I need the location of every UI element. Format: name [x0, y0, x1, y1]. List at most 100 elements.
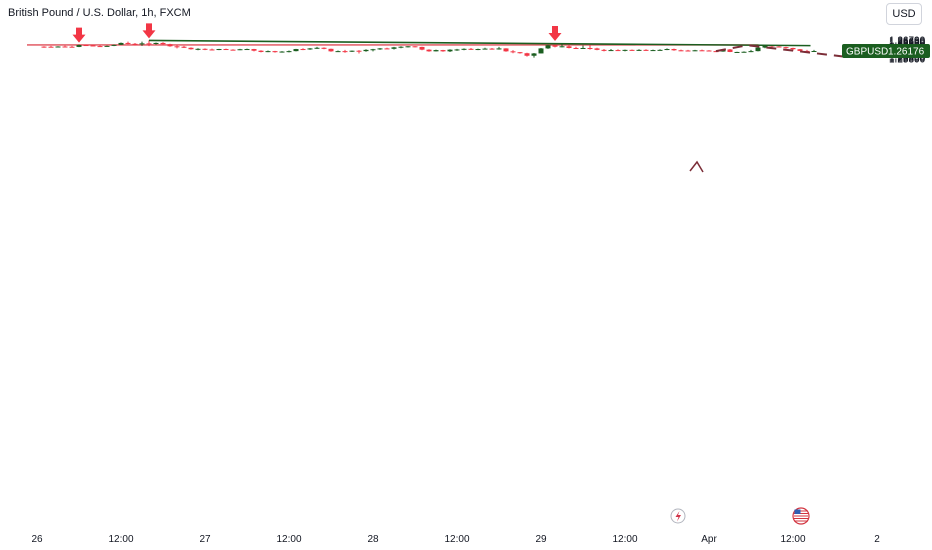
candle-body: [188, 47, 194, 50]
x-tick-label: 12:00: [276, 534, 301, 545]
candle-body: [433, 50, 439, 52]
candle-body: [426, 49, 432, 52]
candle-body: [699, 50, 705, 52]
candle-body: [216, 49, 222, 51]
candle-body: [412, 46, 418, 48]
down-arrow-marker: [72, 27, 86, 43]
candle-body: [370, 49, 376, 51]
candle-body: [69, 46, 75, 48]
candle-body: [328, 48, 334, 52]
candle-body: [363, 49, 369, 52]
candle-body: [538, 48, 544, 54]
y-tick-label: 1.26600: [889, 38, 926, 49]
currency-button[interactable]: USD: [886, 3, 922, 25]
candle-body: [335, 51, 341, 53]
flag-canton: [794, 509, 801, 514]
candle-body: [811, 51, 817, 53]
candle-body: [552, 45, 558, 47]
candle-body: [83, 45, 89, 47]
candle-body: [580, 47, 586, 49]
x-tick-label: 12:00: [444, 534, 469, 545]
candle-body: [139, 43, 145, 45]
candle-body: [559, 46, 565, 48]
lightning-bolt-icon: [675, 511, 681, 522]
candle-body: [293, 49, 299, 52]
candle-body: [622, 49, 628, 51]
candle-body: [237, 49, 243, 51]
candle-body: [671, 49, 677, 51]
candle-body: [678, 50, 684, 52]
candle-body: [629, 49, 635, 51]
price-tag-bg: [842, 44, 930, 59]
candle-body: [384, 48, 390, 50]
candle-body: [636, 49, 642, 51]
candle-body: [76, 45, 82, 47]
candle-body: [454, 49, 460, 51]
candle-body: [790, 47, 796, 50]
down-arrow-marker: [548, 25, 562, 41]
candle-body: [419, 46, 425, 50]
candle-body: [524, 53, 530, 56]
candle-body: [41, 46, 47, 48]
candle-body: [62, 46, 68, 48]
candle-body: [97, 46, 103, 48]
candle-body: [496, 48, 502, 50]
x-tick-label: 28: [367, 534, 379, 545]
candle-body: [650, 50, 656, 52]
x-tick-label: 12:00: [780, 534, 805, 545]
x-tick-label: 12:00: [612, 534, 637, 545]
candle-body: [748, 51, 754, 53]
x-tick-label: 26: [31, 534, 43, 545]
candle-body: [797, 49, 803, 51]
chart-title: British Pound / U.S. Dollar, 1h, FXCM: [8, 7, 191, 19]
candle-body: [692, 50, 698, 52]
candle-body: [405, 46, 411, 48]
candle-body: [265, 51, 271, 53]
candle-body: [482, 48, 488, 50]
candle-body: [125, 42, 131, 44]
candle-body: [762, 45, 768, 48]
trendline[interactable]: [148, 39, 811, 47]
candle-body: [300, 49, 306, 51]
candle-body: [146, 43, 152, 45]
candle-body: [209, 49, 215, 51]
x-axis: 26 12:00 27 12:00 28 12:00 29 12:00 Apr 12:00 2: [31, 534, 880, 545]
candle-body: [657, 49, 663, 51]
candle-body: [783, 47, 789, 49]
arrow-markers: [72, 23, 562, 43]
candle-body: [111, 44, 117, 46]
price-tag-symbol: GBPUSD: [846, 47, 888, 58]
candle-body: [258, 50, 264, 52]
x-tick-label: 2: [874, 534, 880, 545]
candle-body: [342, 51, 348, 53]
candle-body: [447, 49, 453, 52]
x-tick-label: Apr: [701, 534, 717, 545]
candle-body: [503, 48, 509, 52]
candle-body: [713, 51, 719, 53]
candle-body: [706, 50, 712, 52]
price-tag-price: 1.26176: [888, 47, 925, 58]
price-tag: GBPUSD 1.26176: [842, 44, 930, 59]
y-tick-label: 1.26700: [889, 36, 926, 47]
candle-body: [314, 47, 320, 49]
candle-body: [566, 46, 572, 48]
candle-body: [776, 46, 782, 48]
x-tick-label: 29: [535, 534, 547, 545]
candle-body: [685, 50, 691, 52]
candle-body: [356, 50, 362, 52]
candle-body: [244, 49, 250, 51]
candle-body: [230, 49, 236, 51]
candle-body: [664, 49, 670, 51]
candle-body: [167, 44, 173, 47]
candle-body: [286, 51, 292, 53]
event-icons[interactable]: [670, 507, 810, 525]
candle-body: [587, 47, 593, 49]
candle-body: [489, 48, 495, 50]
candle-body: [153, 42, 159, 44]
candle-body: [104, 45, 110, 47]
candle-body: [594, 48, 600, 50]
candle-body: [468, 48, 474, 50]
candle-body: [531, 53, 537, 56]
projection-path[interactable]: [689, 44, 853, 173]
